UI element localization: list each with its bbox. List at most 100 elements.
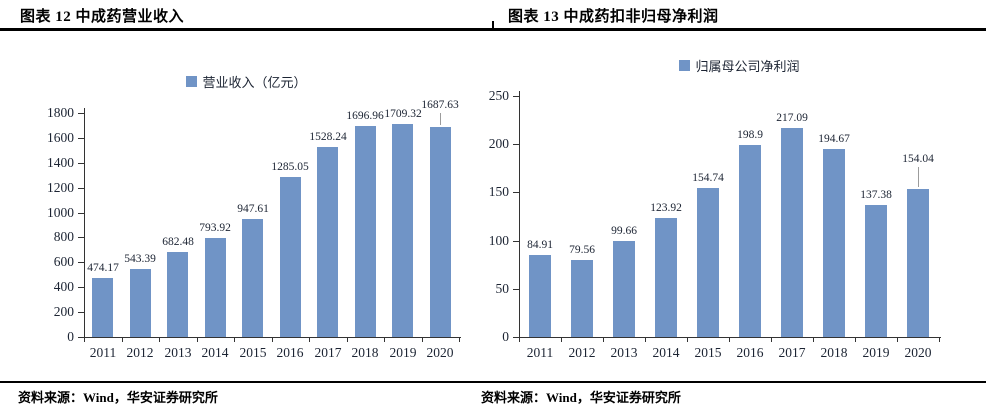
y-tick-label: 400: [53, 279, 74, 294]
x-tick-label: 2015: [694, 345, 722, 360]
x-axis-tick: [687, 338, 688, 342]
x-axis-tick: [939, 338, 940, 342]
bar-value-label: 1696.96: [346, 110, 384, 122]
x-tick-label: 2014: [652, 345, 680, 360]
x-axis-tick: [519, 338, 520, 342]
x-axis-tick: [84, 338, 85, 342]
bar: [92, 278, 113, 337]
x-axis-tick: [813, 338, 814, 342]
y-tick-label: 250: [488, 88, 509, 103]
y-tick-label: 1600: [47, 130, 74, 145]
x-axis-tick: [897, 338, 898, 342]
chart-title-right: 图表 13 中成药扣非归母净利润: [508, 9, 719, 25]
x-tick-label: 2016: [276, 345, 304, 360]
y-tick-label: 1000: [47, 205, 74, 220]
bar-value-label: 99.66: [611, 225, 637, 237]
bar-value-label: 793.92: [199, 222, 231, 234]
x-tick-label: 2017: [314, 345, 342, 360]
y-axis-tick: [78, 163, 84, 164]
y-axis-tick: [78, 337, 84, 338]
x-axis-tick: [347, 338, 348, 342]
bar: [739, 145, 761, 337]
source-note-right: 资料来源：Wind，华安证券研究所: [481, 390, 681, 405]
bar-value-label: 154.74: [692, 172, 724, 184]
x-tick-label: 2019: [862, 345, 890, 360]
bar: [613, 241, 635, 337]
bar-value-label: 1687.63: [421, 99, 459, 111]
bar: [823, 149, 845, 337]
legend-swatch-icon: [186, 76, 198, 87]
bar-value-label: 682.48: [162, 236, 194, 248]
x-tick-label: 2011: [526, 345, 554, 360]
y-axis-tick: [78, 213, 84, 214]
x-tick-label: 2013: [164, 345, 192, 360]
bar: [130, 269, 151, 337]
x-tick-label: 2011: [89, 345, 117, 360]
x-axis: [84, 337, 461, 338]
bar-chart-net-profit: 0 50 100 150 200 250 84.91 2011 79.56 2012 99.66 20…: [489, 0, 986, 414]
bar: [167, 252, 188, 337]
x-axis: [519, 337, 941, 338]
y-axis: [84, 108, 85, 338]
x-tick-label: 2013: [610, 345, 638, 360]
y-axis-tick: [78, 138, 84, 139]
y-axis-tick: [513, 241, 519, 242]
x-axis-tick: [197, 338, 198, 342]
x-tick-label: 2019: [389, 345, 417, 360]
bar-value-label: 1285.05: [271, 161, 309, 173]
y-axis-tick: [78, 113, 84, 114]
x-axis-tick: [855, 338, 856, 342]
bar-value-label: 84.91: [527, 239, 553, 251]
y-tick-label: 0: [502, 329, 509, 344]
bar-value-label: 947.61: [237, 203, 269, 215]
x-tick-label: 2017: [778, 345, 806, 360]
bar: [392, 124, 413, 337]
bar-value-label: 217.09: [776, 112, 808, 124]
label-leader-line: [918, 167, 919, 187]
y-tick-label: 1400: [47, 155, 74, 170]
bar-value-label: 137.38: [860, 189, 892, 201]
y-tick-label: 1800: [47, 105, 74, 120]
bar: [655, 218, 677, 337]
x-axis-tick: [729, 338, 730, 342]
x-tick-label: 2020: [904, 345, 932, 360]
y-axis: [519, 91, 520, 338]
bar: [781, 128, 803, 337]
bar-value-label: 198.9: [737, 129, 763, 141]
bar-value-label: 1709.32: [384, 108, 422, 120]
bar: [907, 189, 929, 337]
footer-divider-rule: [0, 381, 986, 383]
bar: [571, 260, 593, 337]
x-axis-tick: [272, 338, 273, 342]
label-leader-line: [440, 113, 441, 125]
x-axis-tick: [309, 338, 310, 342]
x-axis-tick: [234, 338, 235, 342]
legend-left: 营业收入（亿元）: [0, 72, 493, 91]
chart-title-left: 图表 12 中成药营业收入: [20, 9, 185, 25]
y-axis-tick: [513, 337, 519, 338]
y-axis-tick: [513, 96, 519, 97]
y-tick-label: 200: [53, 304, 74, 319]
y-axis-tick: [513, 192, 519, 193]
x-tick-label: 2020: [426, 345, 454, 360]
x-axis-tick: [384, 338, 385, 342]
x-axis-tick: [561, 338, 562, 342]
x-tick-label: 2018: [820, 345, 848, 360]
bar-value-label: 543.39: [124, 253, 156, 265]
source-note-left: 资料来源：Wind，华安证券研究所: [18, 390, 218, 405]
bar: [529, 255, 551, 337]
bar: [430, 127, 451, 337]
title-underline-rule: [0, 28, 986, 31]
x-tick-label: 2016: [736, 345, 764, 360]
bar-value-label: 154.04: [902, 153, 934, 165]
y-tick-label: 600: [53, 254, 74, 269]
y-axis-tick: [78, 312, 84, 313]
x-axis-tick: [771, 338, 772, 342]
x-tick-label: 2012: [126, 345, 154, 360]
bar: [280, 177, 301, 337]
legend-swatch-icon: [679, 60, 691, 71]
bar: [242, 219, 263, 337]
x-tick-label: 2015: [239, 345, 267, 360]
bar-value-label: 123.92: [650, 202, 682, 214]
bar-value-label: 1528.24: [309, 131, 347, 143]
